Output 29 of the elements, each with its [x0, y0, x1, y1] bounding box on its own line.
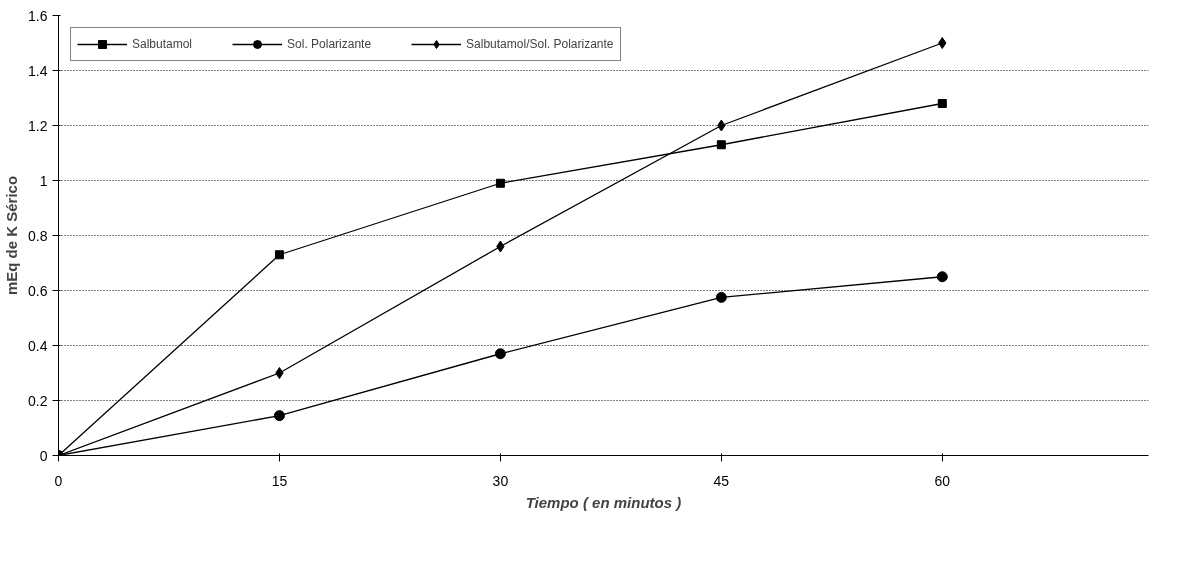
legend-label: Sol. Polarizante: [287, 37, 372, 51]
y-tick-label: 1.4: [28, 62, 48, 79]
point: [938, 37, 947, 49]
point: [937, 99, 947, 108]
x-tick-label: 45: [713, 472, 730, 489]
x-tick-label: 60: [934, 472, 951, 489]
y-tick-label: 1: [39, 172, 48, 189]
y-tick-label: 0: [39, 447, 48, 464]
point: [716, 140, 726, 150]
y-tick-label: 0.4: [28, 337, 48, 354]
point: [936, 271, 948, 283]
x-axis-title: Tiempo ( en minutos ): [525, 493, 682, 511]
x-tick-label: 15: [271, 472, 288, 489]
x-tick-label: 30: [492, 472, 509, 489]
y-tick-label: 0.2: [28, 392, 48, 409]
point: [495, 178, 505, 188]
y-tick-label: 1.6: [28, 7, 48, 24]
legend-label: Salbutamol: [132, 37, 193, 51]
y-axis-title: mEq de K Sérico: [3, 175, 21, 296]
y-tick-label: 0.8: [28, 227, 48, 244]
point: [273, 410, 285, 422]
y-tick-label: 1.2: [28, 117, 48, 134]
x-tick-label: 0: [54, 472, 63, 489]
point: [715, 291, 727, 303]
point: [274, 250, 284, 260]
y-tick-label: 0.6: [28, 282, 48, 299]
legend-label: Salbutamol/Sol. Polarizante: [466, 37, 614, 51]
point: [494, 348, 506, 360]
point: [275, 367, 284, 379]
